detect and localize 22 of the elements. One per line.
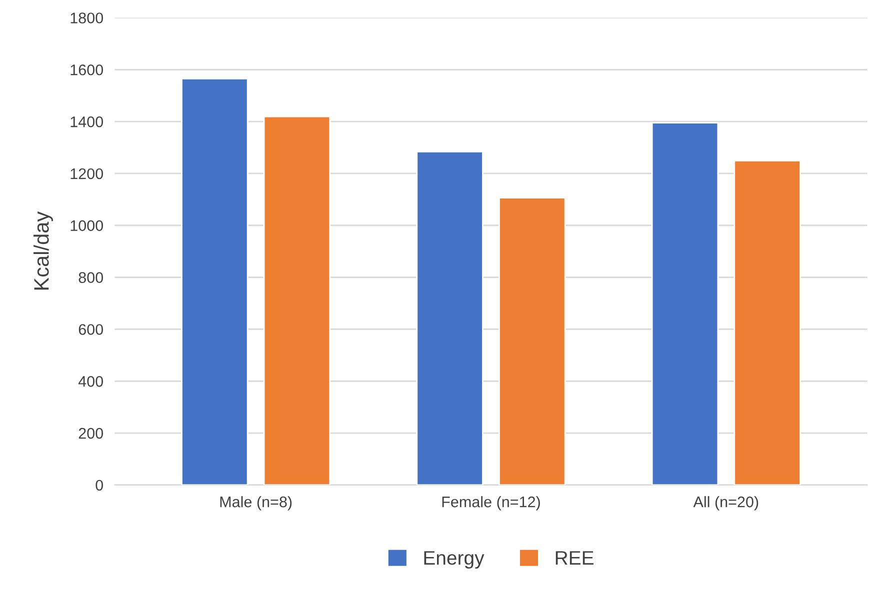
y-tick-label: 1000 [70,220,104,232]
bar [416,150,484,485]
bar [734,160,801,485]
y-tick-label: 1400 [70,116,104,128]
y-axis-title: Kcal/day [34,211,53,290]
bar [498,197,566,485]
y-tick-label: 600 [78,324,103,335]
y-tick-label: 0 [96,480,103,491]
legend-label: REE [556,551,594,565]
y-tick-label: 1200 [70,168,104,180]
bar [181,78,248,485]
y-tick-label: 1800 [70,12,104,24]
y-tick-label: 800 [78,272,103,283]
x-tick-label: All (n=20) [693,496,758,510]
bar [651,122,719,485]
legend-label: Energy [424,551,484,569]
x-tick-label: Male (n=8) [220,496,292,510]
x-tick-label: Female (n=12) [442,496,540,510]
bar [263,116,331,485]
y-tick-label: 400 [78,376,103,387]
y-tick-label: 1600 [70,64,104,76]
y-tick-label: 200 [78,428,103,439]
